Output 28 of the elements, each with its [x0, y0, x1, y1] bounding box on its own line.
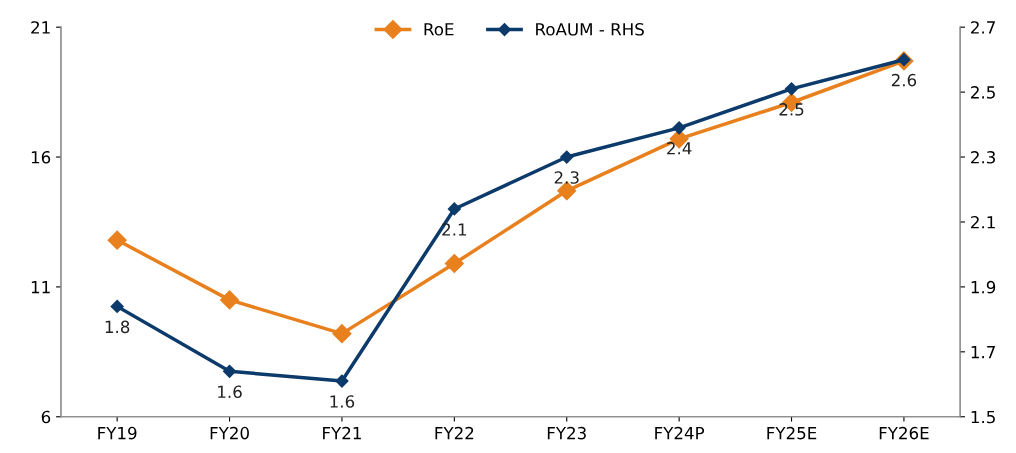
y-tick-label: 16: [31, 151, 51, 164]
y2-tick-label: 2.7: [971, 21, 995, 34]
x-tick-label: FY26E: [879, 426, 929, 440]
y-tick-label: 21: [31, 21, 50, 34]
x-tick-label: FY20: [210, 426, 249, 440]
data-label: 1.6: [330, 395, 355, 408]
y2-tick-label: 1.5: [971, 410, 995, 424]
x-tick-label: FY25E: [767, 426, 817, 440]
x-tick-label: FY23: [547, 426, 586, 440]
y2-tick-label: 2.3: [971, 151, 996, 164]
y2-tick-label: 1.9: [971, 280, 996, 294]
y2-tick-label: 2.5: [971, 86, 995, 99]
y2-tick-label: 2.1: [971, 215, 995, 229]
y-tick-label: 11: [31, 281, 50, 294]
y2-tick-label: 1.7: [971, 346, 995, 359]
data-label: 2.6: [891, 73, 917, 87]
legend-label: RoAUM - RHS: [536, 23, 644, 36]
x-tick-label: FY19: [98, 426, 137, 440]
data-label: 2.3: [554, 171, 579, 184]
legend-label: RoE: [424, 23, 454, 36]
y-tick-label: 6: [41, 410, 51, 424]
data-label: 2.1: [442, 223, 467, 236]
data-label: 1.8: [105, 320, 130, 334]
data-label: 1.6: [218, 385, 242, 399]
x-tick-label: FY24P: [655, 426, 705, 440]
x-tick-label: FY22: [435, 426, 474, 440]
x-tick-label: FY21: [323, 426, 361, 440]
data-label: 2.4: [667, 142, 692, 155]
